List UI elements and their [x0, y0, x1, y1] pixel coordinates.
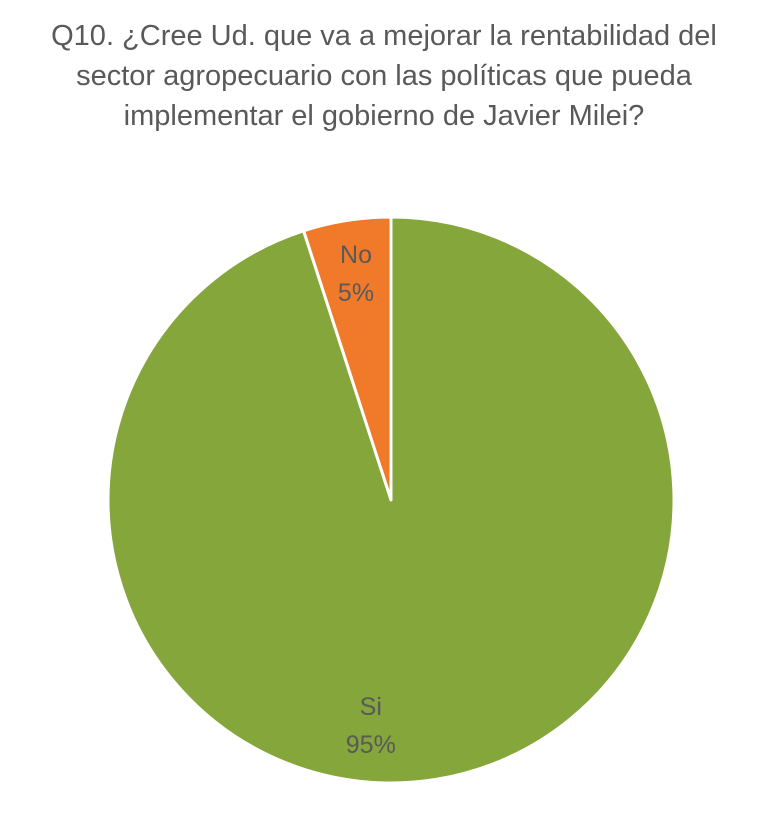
chart-title: Q10. ¿Cree Ud. que va a mejorar la renta… [20, 16, 748, 136]
data-label-value-si: 95% [346, 731, 396, 759]
chart-title-line-2: sector agropecuario con las políticas qu… [76, 60, 692, 92]
pie-slice-si [106, 215, 676, 785]
chart-title-line-3: implementar el gobierno de Javier Milei? [123, 100, 645, 132]
data-label-category-no: No [340, 241, 372, 269]
data-label-value-no: 5% [338, 279, 374, 307]
pie-labels: No 5% Si 95% [338, 241, 396, 759]
data-label-category-si: Si [360, 693, 382, 721]
chart-title-line-1: Q10. ¿Cree Ud. que va a mejorar la renta… [51, 20, 717, 52]
pie-slices [106, 215, 676, 785]
